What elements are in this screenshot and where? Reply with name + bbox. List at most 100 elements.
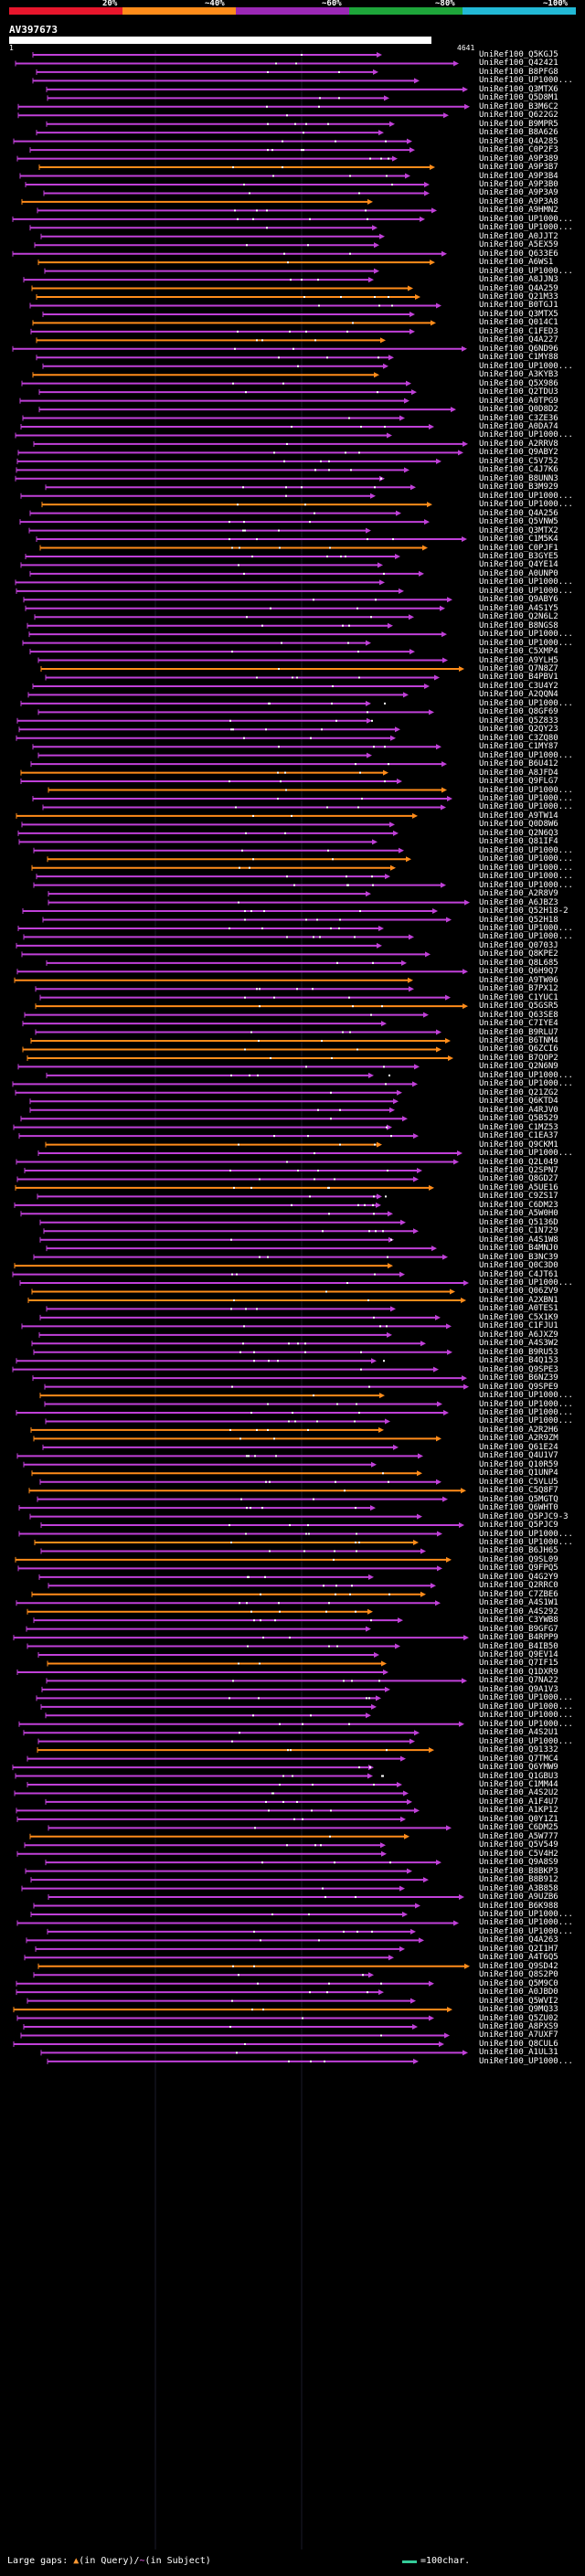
- hit-label[interactable]: UniRef100_A8JJN3: [479, 275, 558, 285]
- hit-label[interactable]: UniRef100_Q6H9Q7: [479, 967, 558, 977]
- hit-label[interactable]: UniRef100_Q2I1H7: [479, 1944, 558, 1954]
- hit-label[interactable]: UniRef100_C1MM44: [479, 1780, 558, 1789]
- hit-label[interactable]: UniRef100_UP1000...: [479, 1278, 573, 1288]
- hit-label[interactable]: UniRef100_A9P3B4: [479, 171, 558, 181]
- hit-label[interactable]: UniRef100_Q1UNP4: [479, 1468, 558, 1479]
- hit-label[interactable]: UniRef100_C5Q8F7: [479, 1486, 558, 1496]
- hit-label[interactable]: UniRef100_A5W777: [479, 1831, 558, 1841]
- hit-label[interactable]: UniRef100_Q4YE14: [479, 560, 558, 570]
- hit-label[interactable]: UniRef100_B4IB50: [479, 1641, 558, 1651]
- hit-label[interactable]: UniRef100_Q014C1: [479, 318, 558, 328]
- hit-label[interactable]: UniRef100_Q6YMW9: [479, 1763, 558, 1773]
- hit-label[interactable]: UniRef100_Q9FLG7: [479, 777, 558, 787]
- hit-label[interactable]: UniRef100_A8JFD4: [479, 768, 558, 778]
- hit-label[interactable]: UniRef100_B4Q153: [479, 1356, 558, 1366]
- hit-label[interactable]: UniRef100_B8BKP3: [479, 1866, 558, 1876]
- hit-label[interactable]: UniRef100_UP1000...: [479, 214, 573, 224]
- hit-label[interactable]: UniRef100_Q2RRC0: [479, 1581, 558, 1591]
- hit-label[interactable]: UniRef100_Q4A256: [479, 508, 558, 518]
- hit-label[interactable]: UniRef100_A2XBN1: [479, 1295, 558, 1305]
- hit-label[interactable]: UniRef100_UP1000...: [479, 1926, 573, 1936]
- hit-label[interactable]: UniRef100_UP1000...: [479, 1408, 573, 1417]
- hit-label[interactable]: UniRef100_B3NC39: [479, 1252, 558, 1262]
- hit-label[interactable]: UniRef100_A8PXS9: [479, 2022, 558, 2032]
- hit-label[interactable]: UniRef100_Q4U1V7: [479, 1451, 558, 1461]
- hit-label[interactable]: UniRef100_A4S3W2: [479, 1339, 558, 1349]
- hit-label[interactable]: UniRef100_Q06ZV9: [479, 1287, 558, 1297]
- hit-label[interactable]: UniRef100_Q3MTX5: [479, 309, 558, 319]
- hit-label[interactable]: UniRef100_B0TGJ1: [479, 301, 558, 311]
- hit-label[interactable]: UniRef100_Q9A1V3: [479, 1684, 558, 1694]
- hit-label[interactable]: UniRef100_A9YLH5: [479, 655, 558, 665]
- hit-label[interactable]: UniRef100_C0P2F3: [479, 145, 558, 155]
- hit-label[interactable]: UniRef100_Q2N6L2: [479, 612, 558, 622]
- hit-label[interactable]: UniRef100_Q5PJC9-3: [479, 1511, 569, 1521]
- hit-label[interactable]: UniRef100_Q52H18: [479, 915, 558, 925]
- hit-label[interactable]: UniRef100_UP1000...: [479, 2056, 573, 2066]
- hit-label[interactable]: UniRef100_C5VLU5: [479, 1477, 558, 1487]
- hit-label[interactable]: UniRef100_UP1000...: [479, 500, 573, 510]
- hit-label[interactable]: UniRef100_B9GFG7: [479, 1624, 558, 1634]
- hit-label[interactable]: UniRef100_Q5M9C0: [479, 1978, 558, 1988]
- hit-label[interactable]: UniRef100_Q9FPQ5: [479, 1564, 558, 1574]
- hit-label[interactable]: UniRef100_A3B858: [479, 1883, 558, 1893]
- hit-label[interactable]: UniRef100_B4PBV1: [479, 673, 558, 683]
- hit-label[interactable]: UniRef100_A4S2U1: [479, 1728, 558, 1738]
- hit-label[interactable]: UniRef100_C1N729: [479, 1226, 558, 1236]
- hit-label[interactable]: UniRef100_Q5ZU02: [479, 2013, 558, 2023]
- hit-label[interactable]: UniRef100_UP1000...: [479, 1711, 573, 1721]
- hit-label[interactable]: UniRef100_B6K988: [479, 1901, 558, 1911]
- hit-label[interactable]: UniRef100_A0TPG9: [479, 396, 558, 406]
- hit-label[interactable]: UniRef100_B8NGS8: [479, 620, 558, 631]
- hit-label[interactable]: UniRef100_B9MPR5: [479, 119, 558, 129]
- hit-label[interactable]: UniRef100_C1M5K4: [479, 535, 558, 545]
- hit-label[interactable]: UniRef100_Q4A263: [479, 1935, 558, 1945]
- hit-label[interactable]: UniRef100_Q9A8S9: [479, 1858, 558, 1868]
- hit-label[interactable]: UniRef100_C7IYE4: [479, 1019, 558, 1029]
- hit-label[interactable]: UniRef100_Q4A259: [479, 283, 558, 293]
- hit-label[interactable]: UniRef100_Q9CKM1: [479, 1140, 558, 1150]
- hit-label[interactable]: UniRef100_UP1000...: [479, 1416, 573, 1426]
- hit-label[interactable]: UniRef100_UP1000...: [479, 1391, 573, 1401]
- hit-label[interactable]: UniRef100_Q5X986: [479, 378, 558, 388]
- hit-label[interactable]: UniRef100_UP1000...: [479, 1736, 573, 1746]
- hit-label[interactable]: UniRef100_B3M6C2: [479, 101, 558, 111]
- hit-label[interactable]: UniRef100_Q622G2: [479, 111, 558, 121]
- hit-label[interactable]: UniRef100_A4S292: [479, 1606, 558, 1617]
- hit-label[interactable]: UniRef100_A0DA74: [479, 421, 558, 431]
- hit-label[interactable]: UniRef100_Q5B529: [479, 1114, 558, 1124]
- hit-label[interactable]: UniRef100_UP1000...: [479, 1909, 573, 1919]
- hit-label[interactable]: UniRef100_UP1000...: [479, 1719, 573, 1729]
- hit-label[interactable]: UniRef100_Q8L685: [479, 958, 558, 968]
- hit-label[interactable]: UniRef100_Q5MGTQ: [479, 1494, 558, 1504]
- hit-label[interactable]: UniRef100_A4T6Q5: [479, 1953, 558, 1963]
- hit-label[interactable]: UniRef100_B4MNJ0: [479, 1244, 558, 1254]
- hit-label[interactable]: UniRef100_Q6ZCI6: [479, 1044, 558, 1055]
- hit-label[interactable]: UniRef100_Q7TMC4: [479, 1754, 558, 1764]
- hit-label[interactable]: UniRef100_A9P389: [479, 154, 558, 164]
- hit-label[interactable]: UniRef100_A9P3A9: [479, 188, 558, 198]
- hit-label[interactable]: UniRef100_Q5D8M1: [479, 93, 558, 103]
- hit-label[interactable]: UniRef100_Q6WHT0: [479, 1503, 558, 1513]
- hit-label[interactable]: UniRef100_C1FED3: [479, 326, 558, 336]
- hit-label[interactable]: UniRef100_A0JBD0: [479, 1988, 558, 1998]
- hit-label[interactable]: UniRef100_Q5V549: [479, 1840, 558, 1850]
- hit-label[interactable]: UniRef100_UP1000...: [479, 266, 573, 276]
- hit-label[interactable]: UniRef100_Q9SPE3: [479, 1364, 558, 1374]
- hit-label[interactable]: UniRef100_Q63SE8: [479, 1010, 558, 1020]
- hit-label[interactable]: UniRef100_UP1000...: [479, 785, 573, 795]
- hit-label[interactable]: UniRef100_C6DM25: [479, 1823, 558, 1833]
- hit-label[interactable]: UniRef100_B6NZ39: [479, 1373, 558, 1383]
- hit-label[interactable]: UniRef100_Q4A227: [479, 335, 558, 345]
- hit-label[interactable]: UniRef100_UP1000...: [479, 1149, 573, 1159]
- hit-label[interactable]: UniRef100_A9P3A8: [479, 196, 558, 207]
- hit-label[interactable]: UniRef100_UP1000...: [479, 1701, 573, 1712]
- hit-label[interactable]: UniRef100_Q0D8W6: [479, 820, 558, 830]
- hit-label[interactable]: UniRef100_C3U4Y2: [479, 681, 558, 691]
- hit-label[interactable]: UniRef100_B6JH65: [479, 1546, 558, 1556]
- hit-label[interactable]: UniRef100_UP1000...: [479, 845, 573, 855]
- hit-label[interactable]: UniRef100_UP1000...: [479, 698, 573, 708]
- hit-label[interactable]: UniRef100_C7ZBE6: [479, 1589, 558, 1599]
- hit-label[interactable]: UniRef100_Q8S2P0: [479, 1970, 558, 1980]
- hit-label[interactable]: UniRef100_A9TW06: [479, 975, 558, 985]
